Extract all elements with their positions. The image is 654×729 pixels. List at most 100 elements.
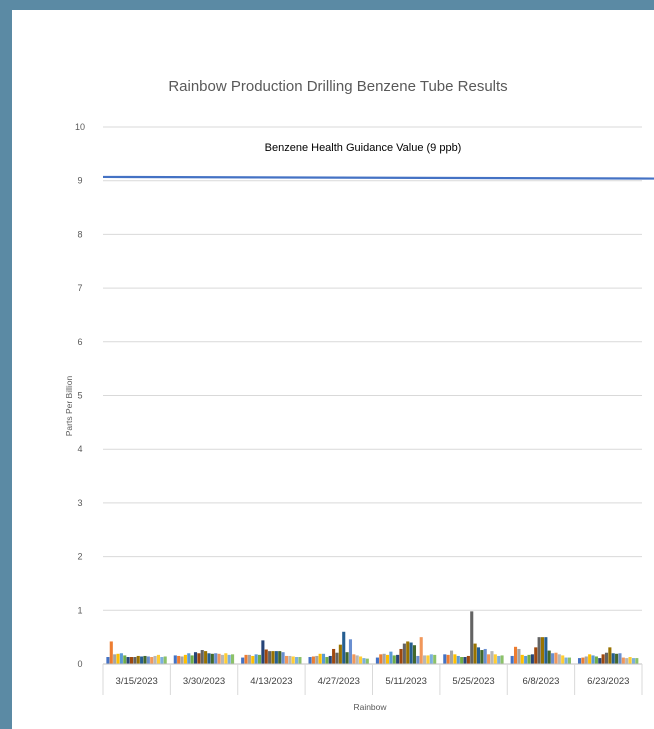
- bar: [534, 647, 538, 664]
- x-tick-label: 3/15/2023: [116, 676, 158, 687]
- gridlines: [103, 126, 642, 611]
- bar: [604, 652, 609, 664]
- y-tick-label: 4: [77, 444, 82, 454]
- bar: [547, 650, 551, 664]
- bar: [298, 657, 302, 664]
- x-axis: 3/15/2023 3/30/2023 4/13/2023 4/27/2023 5/11…: [102, 663, 643, 695]
- bar: [591, 655, 595, 664]
- bar: [156, 654, 160, 664]
- bar: [190, 655, 194, 664]
- x-tick-label: 4/13/2023: [250, 676, 292, 687]
- bar: [362, 658, 366, 664]
- bar: [136, 655, 140, 664]
- bar: [470, 611, 474, 664]
- bar: [615, 653, 619, 664]
- bar: [446, 654, 450, 664]
- bar: [389, 651, 393, 664]
- bar: [187, 653, 191, 664]
- bar: [433, 654, 437, 664]
- bar: [466, 655, 470, 664]
- bar: [284, 655, 289, 664]
- bar: [577, 658, 582, 664]
- bar: [140, 656, 144, 664]
- bar: [210, 653, 214, 664]
- bar: [308, 657, 312, 664]
- bar: [561, 655, 565, 664]
- bar: [295, 657, 299, 664]
- bar: [207, 653, 211, 664]
- bar: [365, 658, 369, 664]
- bar: [281, 652, 285, 664]
- y-tick-label: 0: [77, 659, 82, 669]
- bar: [567, 657, 571, 664]
- bar: [497, 655, 501, 664]
- x-tick-label: 5/25/2023: [452, 676, 494, 687]
- guidance-line-group: [102, 175, 654, 180]
- bar: [406, 641, 410, 664]
- bar: [264, 649, 268, 664]
- bar: [618, 653, 622, 664]
- bar: [396, 654, 400, 664]
- bar: [241, 657, 245, 664]
- x-tick-label: 6/8/2023: [522, 676, 559, 687]
- bar: [119, 653, 123, 664]
- bar: [611, 653, 615, 664]
- bar: [278, 651, 282, 664]
- bar: [473, 643, 477, 664]
- bar: [359, 656, 363, 664]
- bar: [231, 654, 235, 664]
- bar: [382, 653, 386, 664]
- bar: [163, 656, 167, 664]
- y-tick-label: 2: [77, 552, 82, 562]
- bar: [621, 657, 625, 664]
- chart-panel: Rainbow Production Drilling Benzene Tube…: [12, 10, 654, 729]
- y-tick-label: 1: [77, 605, 82, 615]
- bar: [554, 652, 558, 664]
- bar: [325, 657, 329, 664]
- bar: [379, 654, 383, 664]
- y-tick-label: 5: [77, 391, 82, 401]
- bar: [429, 654, 433, 664]
- bar: [375, 657, 379, 664]
- bar: [631, 658, 635, 664]
- bar: [601, 654, 605, 664]
- bar: [271, 651, 275, 664]
- bar: [173, 655, 177, 664]
- bar: [480, 650, 484, 664]
- bar: [513, 646, 518, 664]
- y-axis-title: Parts Per Billion: [64, 375, 74, 436]
- bar: [214, 653, 218, 664]
- bar: [355, 655, 359, 664]
- x-tick-label: 4/27/2023: [318, 676, 360, 687]
- bar: [402, 643, 406, 664]
- bar: [153, 655, 157, 664]
- bar: [348, 639, 353, 664]
- bar: [345, 652, 349, 664]
- bar: [608, 647, 612, 664]
- bar: [106, 657, 110, 664]
- y-tick-label: 8: [77, 229, 82, 239]
- bar: [426, 655, 430, 664]
- bar: [109, 641, 113, 664]
- bar: [517, 648, 521, 664]
- bar: [321, 653, 326, 664]
- bar: [177, 655, 181, 664]
- bar: [274, 651, 278, 664]
- benzene-bar-chart: Rainbow Production Drilling Benzene Tube…: [64, 78, 654, 712]
- bar: [133, 657, 137, 664]
- bar: [588, 654, 592, 664]
- bar: [564, 657, 568, 664]
- bar: [490, 651, 494, 664]
- bar: [352, 654, 356, 664]
- bars: [106, 611, 639, 664]
- bar: [460, 657, 464, 664]
- bar: [126, 657, 130, 664]
- x-tick-label: 6/23/2023: [587, 676, 629, 687]
- x-tick-label: 3/30/2023: [183, 676, 225, 687]
- bar: [493, 654, 497, 664]
- y-axis-ticks: 0 1 2 3 4 5 6 7 8 9 10: [75, 122, 85, 669]
- bar: [197, 653, 201, 664]
- bar: [183, 654, 187, 664]
- x-tick-label: 5/11/2023: [385, 676, 427, 687]
- bar: [510, 655, 514, 664]
